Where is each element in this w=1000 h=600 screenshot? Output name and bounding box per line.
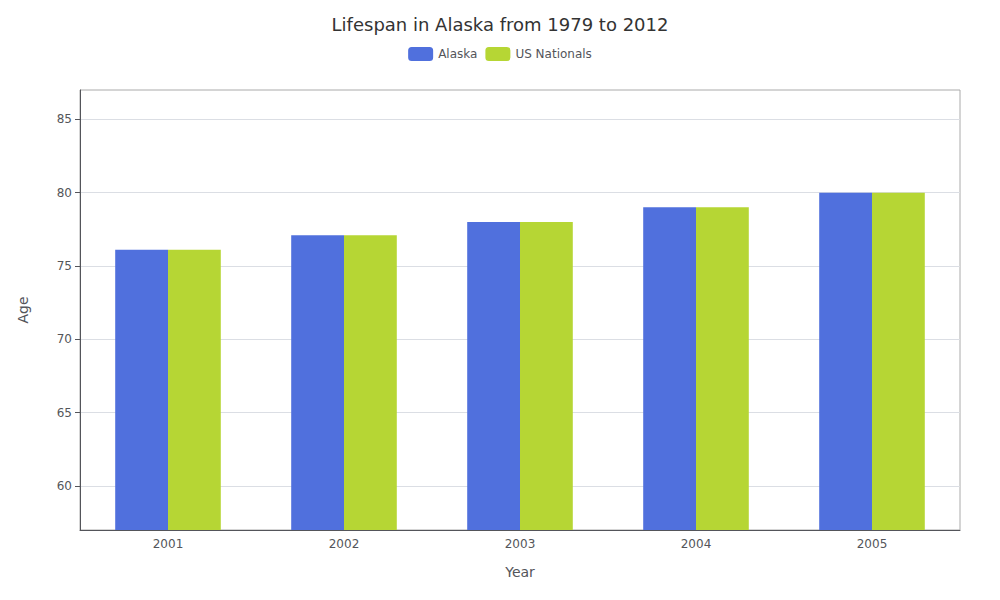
svg-text:60: 60 xyxy=(57,479,72,493)
svg-text:Alaska: Alaska xyxy=(438,47,477,61)
svg-text:Age: Age xyxy=(15,296,31,323)
svg-text:2004: 2004 xyxy=(681,537,712,551)
svg-text:2005: 2005 xyxy=(857,537,888,551)
svg-text:65: 65 xyxy=(57,406,72,420)
svg-text:75: 75 xyxy=(57,259,72,273)
svg-text:Lifespan in Alaska from 1979 t: Lifespan in Alaska from 1979 to 2012 xyxy=(332,14,669,35)
svg-text:2003: 2003 xyxy=(505,537,536,551)
svg-text:70: 70 xyxy=(57,332,72,346)
svg-text:2001: 2001 xyxy=(153,537,184,551)
svg-text:80: 80 xyxy=(57,186,72,200)
svg-text:2002: 2002 xyxy=(329,537,360,551)
svg-text:US Nationals: US Nationals xyxy=(515,47,591,61)
svg-text:85: 85 xyxy=(57,112,72,126)
svg-text:Year: Year xyxy=(504,564,535,580)
